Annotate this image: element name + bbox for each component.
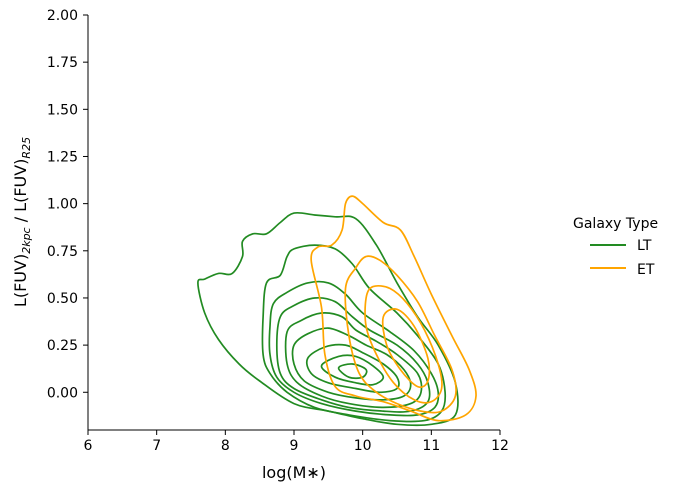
legend-item-et: ET bbox=[590, 262, 655, 278]
legend-item-lt: LT bbox=[590, 238, 652, 254]
series-lt bbox=[197, 211, 459, 427]
series-et bbox=[310, 195, 477, 422]
contour-et-4 bbox=[381, 308, 431, 389]
y-tick-label: 1.75 bbox=[47, 55, 78, 71]
y-tick-label: 1.25 bbox=[47, 149, 78, 165]
contour-lt-4 bbox=[275, 296, 431, 413]
y-axis-label-part-2: / L(FUV) bbox=[11, 159, 30, 228]
y-axis-label-sub-2: R25 bbox=[20, 137, 33, 159]
contour-et-2 bbox=[344, 255, 457, 414]
y-tick-label: 0.00 bbox=[47, 385, 78, 401]
contour-et-3 bbox=[364, 284, 443, 404]
y-tick-label: 0.50 bbox=[47, 291, 78, 307]
y-tick-label: 0.75 bbox=[47, 244, 78, 260]
y-tick-label: 1.50 bbox=[47, 102, 78, 118]
x-tick-label: 9 bbox=[290, 438, 299, 454]
contour-lt-8 bbox=[320, 354, 385, 386]
contour-lt-7 bbox=[305, 343, 400, 394]
y-tick-label: 2.00 bbox=[47, 8, 78, 24]
contour-et-1 bbox=[310, 195, 477, 422]
x-tick-label: 11 bbox=[422, 438, 440, 454]
x-tick-label: 10 bbox=[354, 438, 372, 454]
contour-lt-1 bbox=[197, 211, 459, 427]
contour-lt-5 bbox=[284, 312, 423, 409]
contour-lt-3 bbox=[268, 280, 440, 417]
contour-lt-2 bbox=[261, 244, 447, 423]
x-tick-label: 12 bbox=[491, 438, 509, 454]
y-axis-label-part-1: L(FUV) bbox=[11, 254, 30, 307]
y-axis-label-sub-1: 2kpc bbox=[20, 227, 33, 253]
axes bbox=[87, 15, 500, 431]
contour-lt-6 bbox=[291, 327, 412, 401]
contour-layer bbox=[197, 195, 477, 427]
y-tick-label: 1.00 bbox=[47, 197, 78, 213]
legend-label-et: ET bbox=[637, 262, 655, 278]
y-tick-label: 0.25 bbox=[47, 338, 78, 354]
x-axis-label: log(M∗) bbox=[262, 463, 326, 482]
legend-title: Galaxy Type bbox=[573, 216, 658, 232]
x-tick-label: 7 bbox=[152, 438, 161, 454]
contour-lt-9 bbox=[337, 363, 368, 380]
x-tick-label: 6 bbox=[84, 438, 93, 454]
x-tick-label: 8 bbox=[221, 438, 230, 454]
legend-label-lt: LT bbox=[637, 238, 652, 254]
y-axis-label: L(FUV)2kpc / L(FUV)R25 bbox=[11, 137, 33, 307]
tick-layer: 6 7 8 9 10 11 12 0.00 0.25 0.50 0.75 1.00 1.25 1.50 1.… bbox=[47, 8, 509, 454]
legend: Galaxy Type LT ET bbox=[573, 216, 658, 278]
